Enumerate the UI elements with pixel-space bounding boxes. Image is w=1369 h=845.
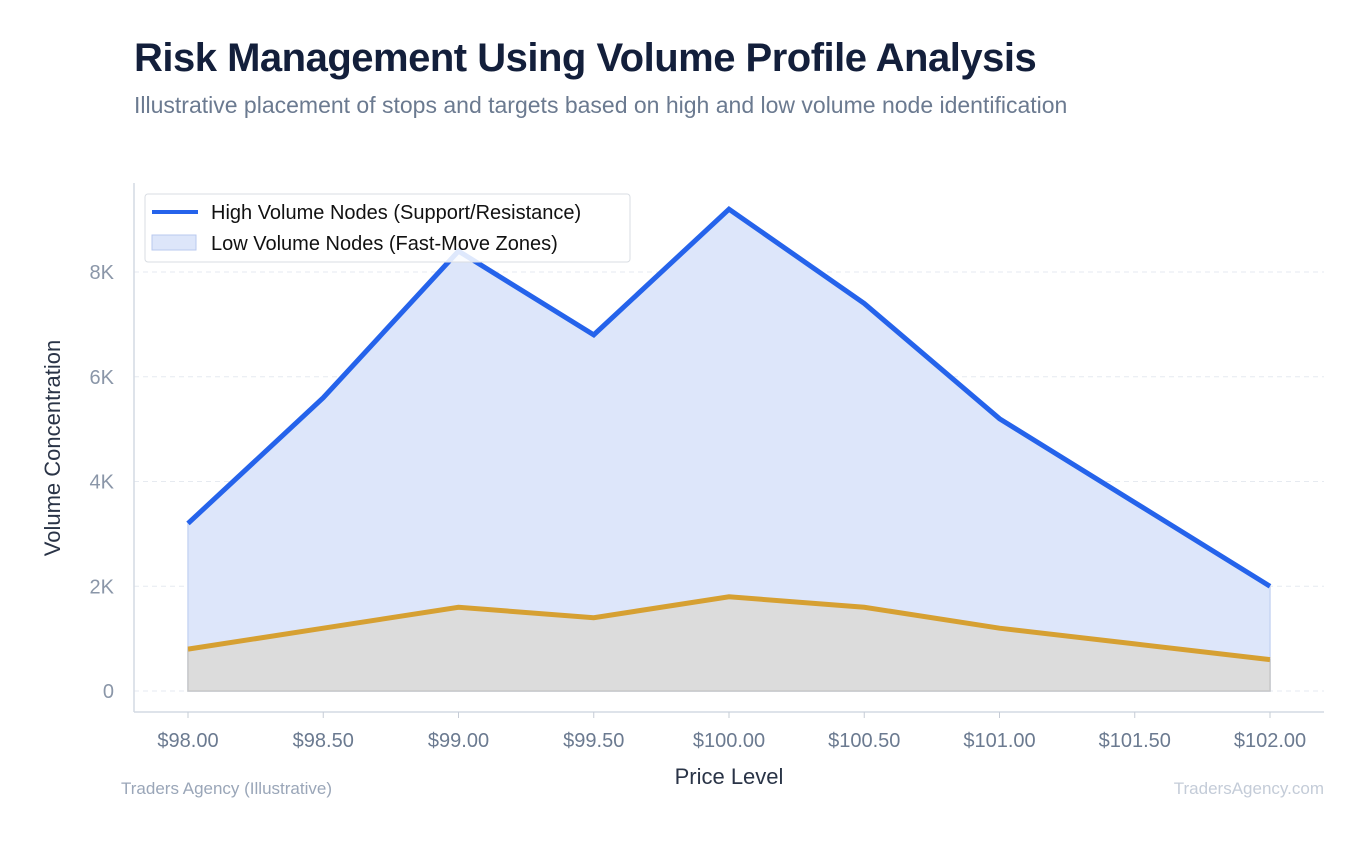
footer-credit: Traders Agency (Illustrative) (121, 779, 332, 798)
legend-swatch-low-volume (151, 234, 197, 251)
y-axis-label: Volume Concentration (40, 340, 65, 556)
y-tick-label: 0 (103, 681, 114, 703)
x-tick-labels: $98.00 $98.50 $99.00 $99.50 $100.00 $100.50 $1… (157, 712, 1306, 752)
footer-watermark: TradersAgency.com (1173, 779, 1324, 798)
y-tick-label: 8K (90, 262, 115, 284)
x-axis-label: Price Level (675, 764, 784, 789)
y-tick-labels: 0 2K 4K 6K 8K (90, 262, 115, 703)
x-tick-label: $101.50 (1099, 730, 1171, 752)
x-tick-label: $99.00 (428, 730, 489, 752)
chart-title: Risk Management Using Volume Profile Ana… (134, 36, 1037, 80)
x-tick-label: $100.50 (828, 730, 900, 752)
x-tick-label: $100.00 (693, 730, 765, 752)
y-tick-label: 6K (90, 367, 115, 389)
x-tick-label: $98.50 (293, 730, 354, 752)
chart-subtitle: Illustrative placement of stops and targ… (134, 92, 1068, 118)
legend-label-high-volume: High Volume Nodes (Support/Resistance) (211, 202, 581, 224)
y-tick-label: 2K (90, 576, 115, 598)
x-tick-label: $99.50 (563, 730, 624, 752)
legend: High Volume Nodes (Support/Resistance) L… (144, 193, 631, 263)
x-tick-label: $98.00 (157, 730, 218, 752)
x-tick-label: $102.00 (1234, 730, 1306, 752)
legend-label-low-volume: Low Volume Nodes (Fast-Move Zones) (211, 233, 558, 255)
y-tick-label: 4K (90, 472, 115, 494)
x-tick-label: $101.00 (963, 730, 1035, 752)
legend-box (144, 193, 631, 263)
series-areas (187, 208, 1271, 692)
